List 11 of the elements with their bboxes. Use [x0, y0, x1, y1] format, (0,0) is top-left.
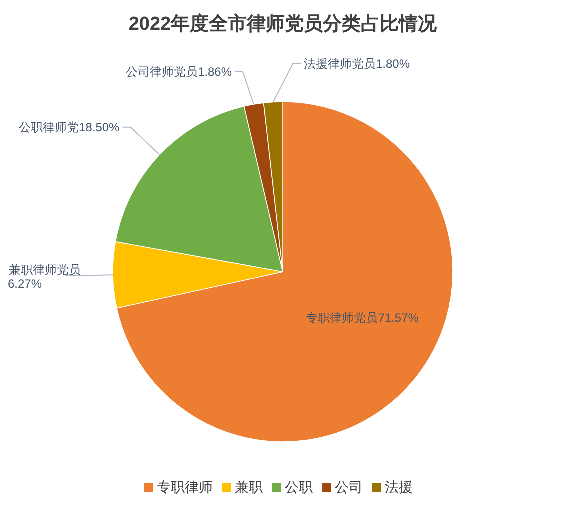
legend-label: 专职律师	[157, 479, 213, 495]
data-label: 专职律师党员71.57%	[306, 310, 420, 325]
data-label: 公职律师党18.50%	[19, 120, 120, 134]
data-label: 公司律师党员1.86%	[126, 65, 232, 79]
data-label: 法援律师党员1.80%	[304, 57, 410, 71]
legend-label: 法援	[385, 479, 413, 495]
chart-title: 2022年度全市律师党员分类占比情况	[128, 13, 438, 35]
legend-label: 公职	[285, 479, 313, 495]
legend-label: 兼职	[235, 479, 263, 495]
legend-label: 公司	[335, 479, 363, 495]
data-label: 兼职律师党员6.27%	[8, 262, 81, 291]
